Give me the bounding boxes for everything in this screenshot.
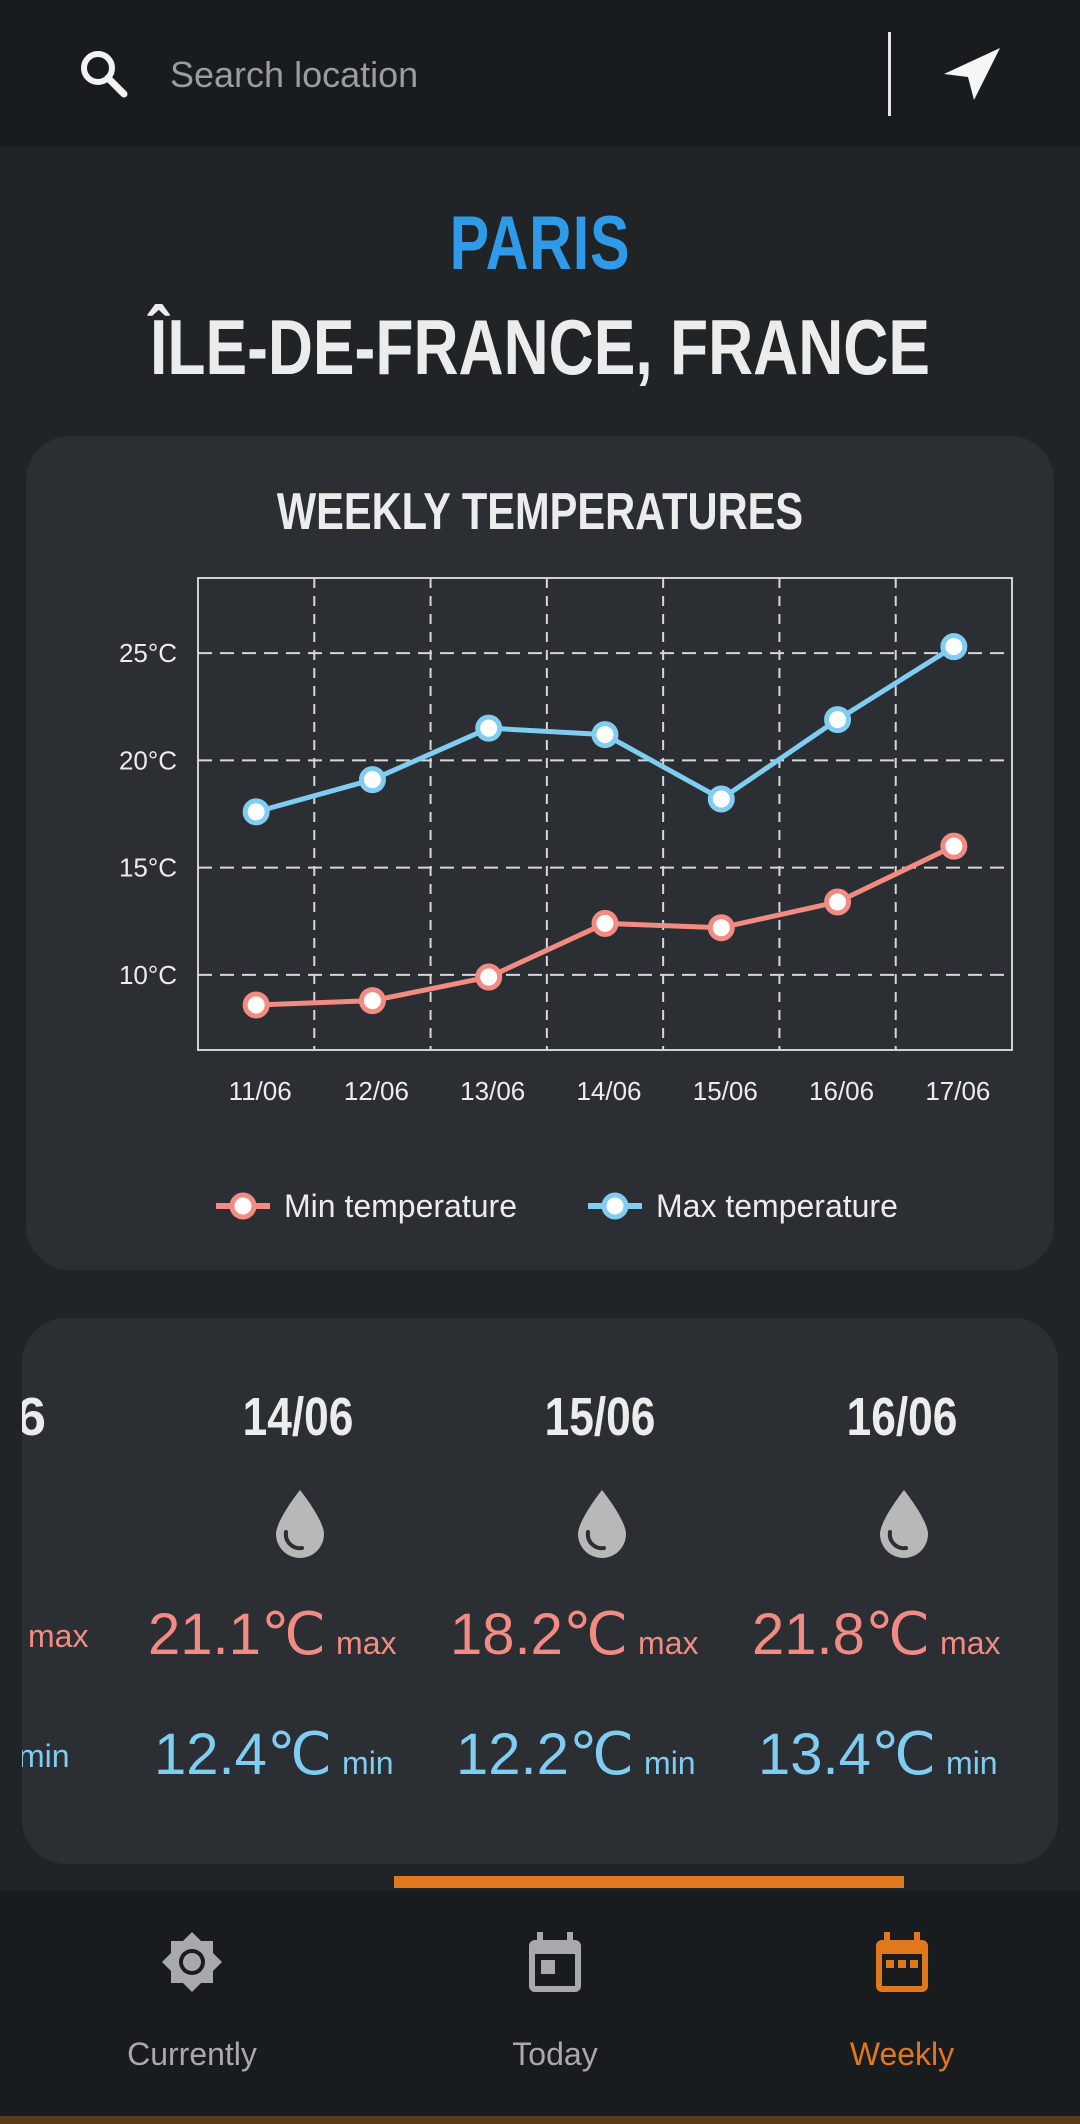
search-bar [0, 0, 1080, 146]
calendar-week-icon [876, 1932, 928, 1992]
y-tick-label: 10°C [119, 960, 177, 990]
legend-swatch-marker [601, 1192, 629, 1220]
partial-day-date: 6 [22, 1387, 47, 1447]
x-tick-label: 13/06 [460, 1076, 525, 1106]
search-divider [888, 32, 891, 116]
calendar-day-icon [529, 1932, 581, 1992]
weekly-chart-card: WEEKLY TEMPERATURES 10°C 15°C 20°C 25°C 11/0… [26, 436, 1054, 1270]
min-temperature-series-point [940, 832, 968, 860]
x-tick-label: 14/06 [576, 1076, 641, 1106]
min-temp-value: 13.4℃ [758, 1722, 937, 1787]
tab-label: Currently [127, 2036, 257, 2072]
max-temp-value: 21.8℃ [752, 1602, 931, 1667]
x-tick-label: 15/06 [693, 1076, 758, 1106]
city-name: PARIS [449, 201, 631, 286]
max-temp-row: 21.1℃ max [148, 1600, 448, 1668]
day-date: 15/06 [544, 1387, 656, 1447]
daily-forecast-card[interactable]: 6 max min 14/06 21.1℃ max 12.4℃ min 15/06 … [22, 1318, 1058, 1864]
max-temperature-series-point [707, 785, 735, 813]
bottom-navigation: Currently Today Weekly [0, 1890, 1080, 2124]
min-temperature-series-point [358, 987, 386, 1015]
x-tick-label: 12/06 [344, 1076, 409, 1106]
min-temp-value: 12.2℃ [456, 1722, 635, 1787]
min-temp-row: 12.2℃ min [456, 1720, 756, 1788]
tab-label: Weekly [849, 2036, 955, 2072]
min-label: min [946, 1745, 998, 1781]
min-temperature-series-point [707, 914, 735, 942]
search-icon[interactable] [78, 48, 130, 100]
x-tick-label: 17/06 [925, 1076, 990, 1106]
max-temp-row: 18.2℃ max [450, 1600, 750, 1668]
min-temp-row: 13.4℃ min [758, 1720, 1058, 1788]
max-temp-value: 21.1℃ [148, 1602, 327, 1667]
water-drop-icon [276, 1490, 324, 1558]
tab-label: Today [512, 2036, 598, 2072]
day-column-16-06: 16/06 21.8℃ max 13.4℃ min [752, 1318, 1052, 1864]
y-tick-label: 25°C [119, 638, 177, 668]
navigation-arrow-icon[interactable] [940, 44, 1004, 104]
bottom-edge [0, 2116, 1080, 2124]
partial-min-label: min [22, 1738, 70, 1774]
max-temperature-series-point [358, 766, 386, 794]
min-label: min [342, 1745, 394, 1781]
legend-label: Max temperature [656, 1188, 898, 1224]
sun-icon [162, 1932, 222, 1992]
min-temperature-series-point [242, 991, 270, 1019]
day-column-15-06: 15/06 18.2℃ max 12.2℃ min [450, 1318, 750, 1864]
legend-label: Min temperature [284, 1188, 517, 1224]
min-temperature-series-point [824, 888, 852, 916]
day-column-14-06: 14/06 21.1℃ max 12.4℃ min [148, 1318, 448, 1864]
max-temperature-series-point [475, 714, 503, 742]
max-temperature-series-point [591, 721, 619, 749]
max-label: max [940, 1625, 1001, 1661]
region-name: ÎLE-DE-FRANCE, FRANCE [150, 303, 930, 391]
min-temp-value: 12.4℃ [154, 1722, 333, 1787]
max-temperature-series-point [940, 633, 968, 661]
plot-frame [197, 577, 1013, 1051]
water-drop-icon [578, 1490, 626, 1558]
tab-currently[interactable]: Currently [12, 1890, 372, 2124]
y-tick-label: 20°C [119, 745, 177, 775]
max-temperature-series-point [242, 798, 270, 826]
x-tick-label: 11/06 [229, 1076, 292, 1106]
active-tab-indicator [394, 1876, 904, 1888]
tab-today[interactable]: Today [375, 1890, 735, 2124]
legend-swatch-marker [229, 1192, 257, 1220]
min-temperature-series-point [475, 963, 503, 991]
max-temperature-series-point [824, 706, 852, 734]
min-label: min [644, 1745, 696, 1781]
tab-weekly[interactable]: Weekly [722, 1890, 1080, 2124]
water-drop-icon [880, 1490, 928, 1558]
chart-title: WEEKLY TEMPERATURES [276, 483, 804, 541]
max-label: max [336, 1625, 397, 1661]
min-temp-row: 12.4℃ min [154, 1720, 454, 1788]
day-date: 16/06 [846, 1387, 958, 1447]
partial-max-label: max [28, 1618, 89, 1654]
max-temp-row: 21.8℃ max [752, 1600, 1052, 1668]
min-temperature-series-point [591, 909, 619, 937]
max-temp-value: 18.2℃ [450, 1602, 629, 1667]
search-input[interactable] [168, 44, 872, 106]
x-tick-label: 16/06 [809, 1076, 874, 1106]
y-tick-label: 15°C [119, 853, 177, 883]
day-date: 14/06 [242, 1387, 354, 1447]
weekly-temperature-chart: 10°C 15°C 20°C 25°C 11/06 12/06 13/06 14/06 15/0… [119, 577, 1013, 1224]
max-label: max [638, 1625, 699, 1661]
